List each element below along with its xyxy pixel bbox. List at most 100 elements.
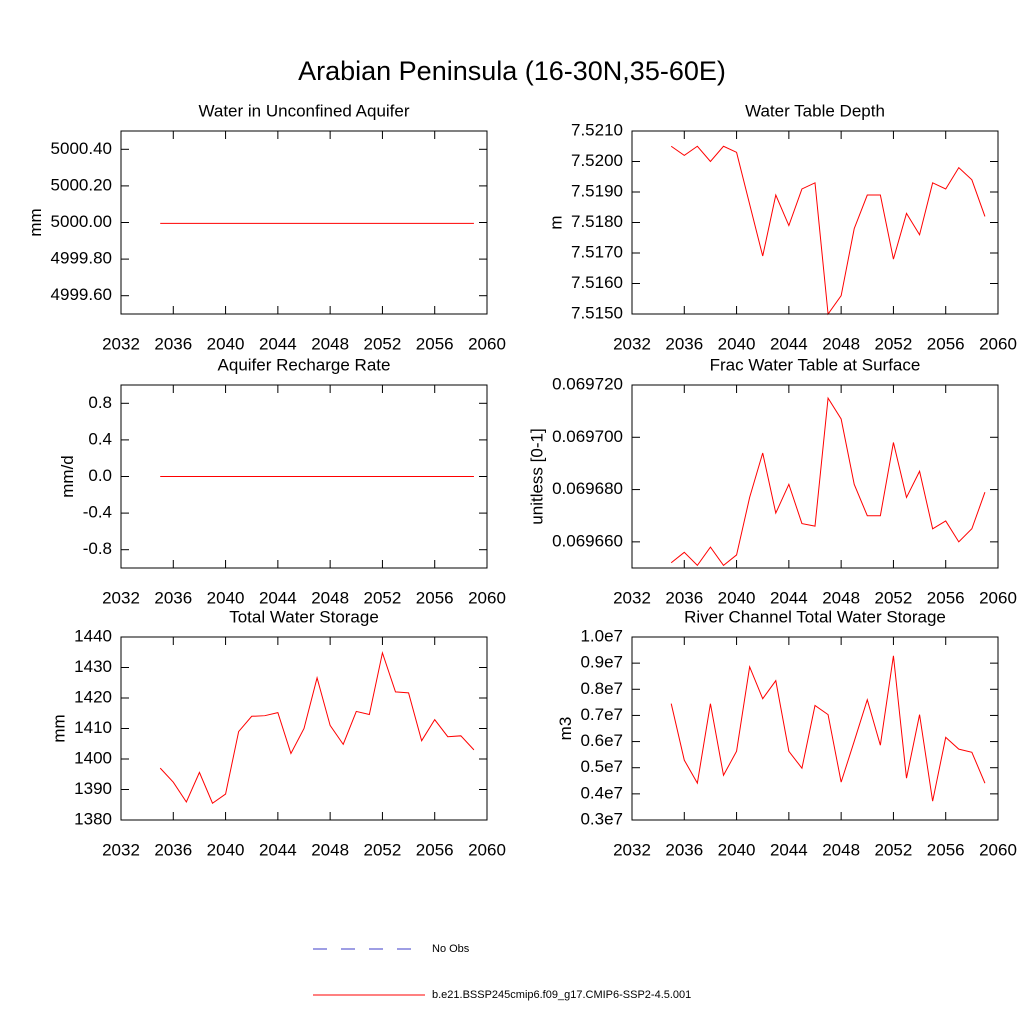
y-tick-label: 5000.40 (51, 139, 112, 158)
x-tick-label: 2048 (822, 840, 860, 859)
y-tick-label: 1410 (74, 718, 112, 737)
y-axis-label: unitless [0-1] (528, 428, 547, 524)
x-tick-label: 2040 (207, 334, 245, 353)
x-tick-label: 2056 (927, 840, 965, 859)
x-tick-label: 2044 (770, 334, 808, 353)
y-tick-label: 1430 (74, 657, 112, 676)
y-tick-label: 0.069720 (552, 374, 623, 393)
x-tick-label: 2060 (468, 588, 506, 607)
x-tick-label: 2036 (154, 840, 192, 859)
y-axis-label: m (546, 215, 565, 229)
y-tick-label: 1390 (74, 779, 112, 798)
y-tick-label: 0.069680 (552, 479, 623, 498)
x-tick-label: 2036 (665, 840, 703, 859)
x-tick-label: 2048 (822, 334, 860, 353)
x-tick-label: 2040 (207, 588, 245, 607)
x-tick-label: 2060 (979, 588, 1017, 607)
x-tick-label: 2044 (259, 334, 297, 353)
x-tick-label: 2032 (102, 840, 140, 859)
y-tick-label: -0.4 (83, 503, 112, 522)
x-tick-label: 2052 (364, 840, 402, 859)
panel: Water in Unconfined Aquifer 4999.60 4999.8… (26, 101, 506, 353)
y-tick-label: 0.3e7 (580, 809, 623, 828)
y-tick-label: 0.8e7 (580, 679, 623, 698)
legend-label: b.e21.BSSP245cmip6.f09_g17.CMIP6-SSP2-4.… (432, 989, 691, 1001)
y-tick-label: 7.5190 (571, 181, 623, 200)
y-tick-label: 0.069700 (552, 427, 623, 446)
y-tick-label: 0.069660 (552, 531, 623, 550)
panel: Frac Water Table at Surface 0.069660 0.069… (528, 355, 1017, 607)
y-tick-label: 7.5180 (571, 212, 623, 231)
x-tick-label: 2044 (770, 840, 808, 859)
y-axis-label: m3 (556, 717, 575, 741)
data-line (159, 650, 475, 804)
x-tick-label: 2052 (875, 840, 913, 859)
y-tick-label: 0.9e7 (580, 653, 623, 672)
x-tick-label: 2036 (665, 588, 703, 607)
y-tick-label: 4999.60 (51, 285, 112, 304)
x-tick-label: 2048 (822, 588, 860, 607)
x-tick-label: 2048 (311, 840, 349, 859)
figure-title: Arabian Peninsula (16-30N,35-60E) (298, 56, 726, 86)
panel-title: River Channel Total Water Storage (684, 607, 946, 626)
x-tick-label: 2036 (154, 334, 192, 353)
x-tick-label: 2056 (416, 588, 454, 607)
x-tick-label: 2056 (416, 840, 454, 859)
y-tick-label: 4999.80 (51, 249, 112, 268)
y-tick-label: 0.6e7 (580, 731, 623, 750)
y-tick-label: 1400 (74, 748, 112, 767)
plot-frame (631, 636, 999, 821)
y-axis-label: mm (26, 208, 45, 236)
y-tick-label: 0.0 (88, 466, 112, 485)
y-tick-label: 5000.20 (51, 175, 112, 194)
x-tick-label: 2056 (927, 334, 965, 353)
y-tick-label: 0.7e7 (580, 705, 623, 724)
y-tick-label: 7.5200 (571, 151, 623, 170)
y-tick-label: 0.5e7 (580, 757, 623, 776)
plot-frame (631, 384, 999, 569)
panel: Aquifer Recharge Rate -0.8 -0.4 0.0 0.4 0.8 20… (58, 355, 506, 607)
panel: Water Table Depth 7.5150 7.5160 7.5170 7.518… (546, 101, 1016, 353)
y-tick-label: 7.5160 (571, 273, 623, 292)
plot-frame (120, 384, 488, 569)
x-tick-label: 2056 (416, 334, 454, 353)
x-tick-label: 2032 (613, 840, 651, 859)
x-tick-label: 2052 (875, 334, 913, 353)
y-tick-label: 1.0e7 (580, 626, 623, 645)
plot-frame (120, 636, 488, 821)
plot-frame (120, 130, 488, 315)
y-tick-label: 5000.00 (51, 212, 112, 231)
y-tick-label: 1380 (74, 809, 112, 828)
y-tick-label: 7.5150 (571, 303, 623, 322)
x-tick-label: 2060 (468, 840, 506, 859)
x-tick-label: 2040 (718, 840, 756, 859)
data-line (670, 396, 986, 567)
legend-label: No Obs (432, 943, 470, 955)
y-tick-label: 0.4 (88, 429, 112, 448)
x-tick-label: 2032 (102, 588, 140, 607)
panel: Total Water Storage 1380 1390 1400 1410 1420 1… (50, 607, 506, 859)
panel-title: Water in Unconfined Aquifer (198, 101, 409, 120)
x-tick-label: 2040 (718, 588, 756, 607)
y-tick-label: 7.5210 (571, 120, 623, 139)
x-tick-label: 2052 (364, 588, 402, 607)
y-tick-label: 1420 (74, 687, 112, 706)
x-tick-label: 2056 (927, 588, 965, 607)
x-tick-label: 2044 (770, 588, 808, 607)
y-axis-label: mm/d (58, 455, 77, 498)
plot-frame (631, 130, 999, 315)
x-tick-label: 2048 (311, 334, 349, 353)
panel-title: Frac Water Table at Surface (710, 355, 921, 374)
x-tick-label: 2032 (613, 588, 651, 607)
y-tick-label: -0.8 (83, 539, 112, 558)
y-tick-label: 1440 (74, 626, 112, 645)
panel-title: Total Water Storage (229, 607, 379, 626)
x-tick-label: 2036 (665, 334, 703, 353)
panel-title: Aquifer Recharge Rate (218, 355, 391, 374)
y-tick-label: 7.5170 (571, 242, 623, 261)
y-tick-label: 0.8 (88, 393, 112, 412)
y-axis-label: mm (50, 714, 69, 742)
x-tick-label: 2040 (207, 840, 245, 859)
x-tick-label: 2036 (154, 588, 192, 607)
